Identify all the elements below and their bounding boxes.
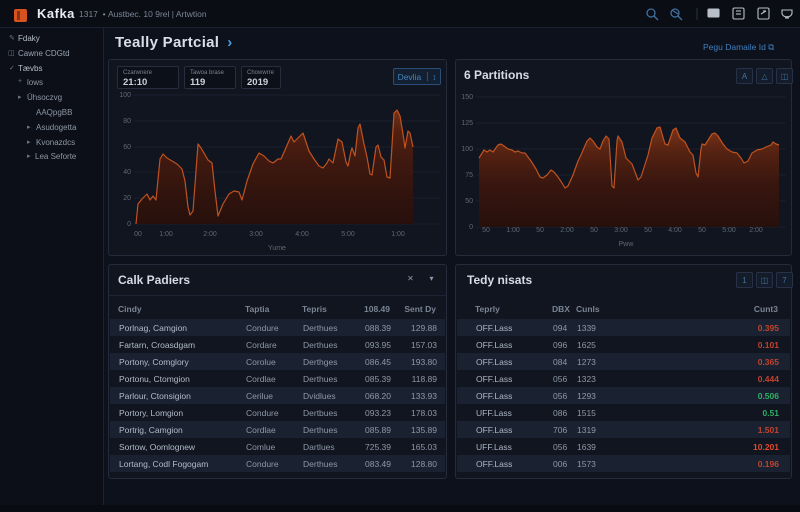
svg-text:4:00: 4:00 bbox=[295, 231, 309, 238]
svg-text:50: 50 bbox=[644, 227, 652, 234]
svg-text:1:00: 1:00 bbox=[159, 231, 173, 238]
svg-text:Yume: Yume bbox=[268, 245, 286, 252]
svg-text:20: 20 bbox=[123, 195, 131, 202]
svg-text:1:00: 1:00 bbox=[391, 231, 405, 238]
svg-text:60: 60 bbox=[123, 144, 131, 151]
svg-text:50: 50 bbox=[698, 227, 706, 234]
svg-text:100: 100 bbox=[119, 92, 131, 99]
svg-text:3:00: 3:00 bbox=[614, 227, 628, 234]
svg-text:Pww: Pww bbox=[619, 241, 635, 248]
svg-text:50: 50 bbox=[590, 227, 598, 234]
svg-text:125: 125 bbox=[461, 120, 473, 127]
svg-text:50: 50 bbox=[482, 227, 490, 234]
svg-text:5:00: 5:00 bbox=[722, 227, 736, 234]
svg-text:2:00: 2:00 bbox=[749, 227, 763, 234]
svg-text:80: 80 bbox=[123, 118, 131, 125]
svg-text:50: 50 bbox=[536, 227, 544, 234]
svg-text:2:00: 2:00 bbox=[560, 227, 574, 234]
svg-text:50: 50 bbox=[465, 198, 473, 205]
svg-text:3:00: 3:00 bbox=[249, 231, 263, 238]
svg-text:5:00: 5:00 bbox=[341, 231, 355, 238]
svg-text:40: 40 bbox=[123, 169, 131, 176]
svg-text:00: 00 bbox=[134, 231, 142, 238]
svg-text:4:00: 4:00 bbox=[668, 227, 682, 234]
svg-text:1:00: 1:00 bbox=[506, 227, 520, 234]
svg-text:0: 0 bbox=[127, 221, 131, 228]
svg-text:2:00: 2:00 bbox=[203, 231, 217, 238]
svg-text:100: 100 bbox=[461, 146, 473, 153]
svg-text:150: 150 bbox=[461, 94, 473, 101]
svg-text:75: 75 bbox=[465, 172, 473, 179]
svg-text:0: 0 bbox=[469, 224, 473, 231]
